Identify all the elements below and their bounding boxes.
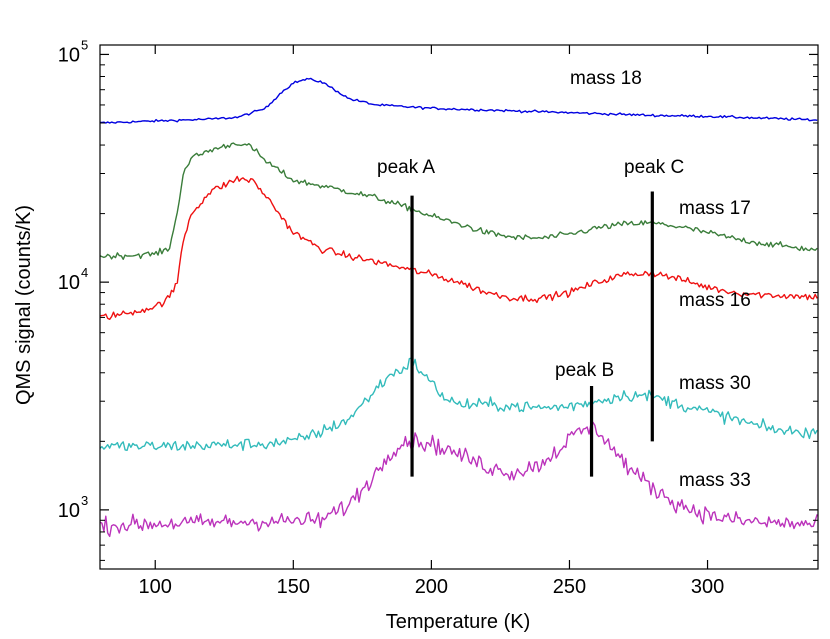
x-tick-label: 150 xyxy=(277,576,310,598)
peak-C-label: peak C xyxy=(624,157,684,178)
y-tick-exponent: 5 xyxy=(81,37,88,52)
series-line-mass-30 xyxy=(100,357,818,452)
x-axis-title: Temperature (K) xyxy=(386,611,531,633)
x-tick-label: 100 xyxy=(139,576,172,598)
y-tick-exponent: 3 xyxy=(81,493,88,508)
series-label-mass-33: mass 33 xyxy=(679,470,751,491)
x-tick-label: 250 xyxy=(553,576,586,598)
y-tick-label: 10 xyxy=(58,272,80,294)
peak-A-label: peak A xyxy=(377,157,435,178)
series-line-mass-18 xyxy=(100,77,818,124)
y-tick-label: 10 xyxy=(58,500,80,522)
annotation-layer xyxy=(410,191,654,477)
plot-frame xyxy=(99,44,819,570)
peak-B-label: peak B xyxy=(555,360,614,381)
label-layer: mass 18 mass 17 mass 16 mass 30 mass 33 peak … xyxy=(377,68,751,491)
series-label-mass-18: mass 18 xyxy=(570,68,642,89)
series-line-mass-16 xyxy=(100,175,818,320)
series-label-mass-30: mass 30 xyxy=(679,373,751,394)
series-layer xyxy=(100,77,818,538)
x-tick-label: 200 xyxy=(415,576,448,598)
series-label-mass-16: mass 16 xyxy=(679,290,751,311)
y-axis-title: QMS signal (counts/K) xyxy=(13,205,35,405)
series-line-mass-33 xyxy=(100,421,818,538)
x-tick-label: 300 xyxy=(691,576,724,598)
series-line-mass-17 xyxy=(100,142,818,260)
series-label-mass-17: mass 17 xyxy=(679,198,751,219)
y-tick-exponent: 4 xyxy=(81,265,88,280)
y-tick-label: 10 xyxy=(58,44,80,66)
